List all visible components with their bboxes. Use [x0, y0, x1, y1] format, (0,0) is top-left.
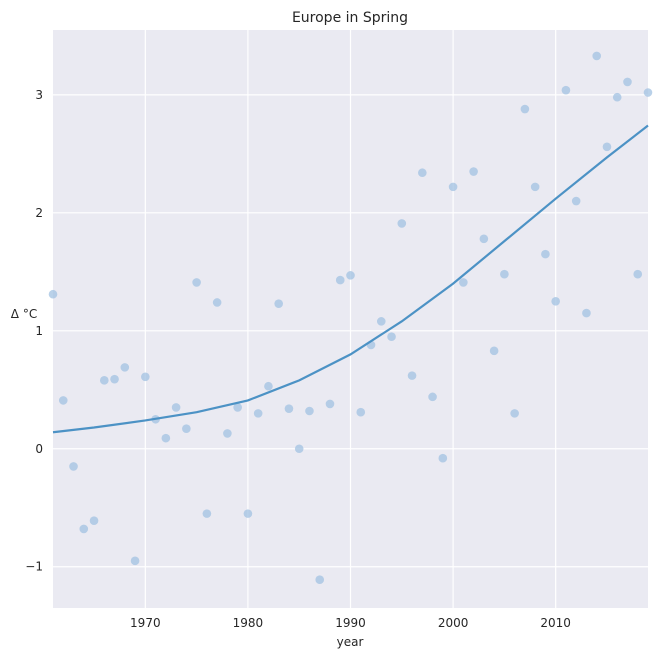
- data-point: [202, 509, 212, 518]
- data-point: [489, 346, 499, 356]
- data-point: [294, 444, 304, 454]
- data-point: [582, 308, 591, 318]
- data-point: [233, 403, 242, 412]
- data-point: [530, 182, 540, 192]
- data-point: [469, 167, 478, 176]
- data-point: [356, 407, 366, 417]
- data-point: [623, 77, 632, 87]
- data-point: [243, 509, 253, 518]
- data-point: [428, 392, 437, 402]
- data-point: [479, 234, 489, 244]
- data-point: [571, 196, 581, 206]
- data-point: [376, 317, 386, 326]
- x-tick-label: 2000: [438, 616, 469, 630]
- y-tick-label: 1: [35, 324, 43, 338]
- data-point: [161, 433, 171, 443]
- data-point: [387, 332, 396, 341]
- trend-line: [52, 124, 649, 434]
- data-point: [284, 404, 294, 413]
- data-point: [110, 374, 119, 384]
- data-point: [541, 249, 550, 259]
- data-point: [500, 269, 509, 279]
- data-point: [561, 85, 571, 95]
- data-point: [407, 371, 417, 380]
- scatter-points: [48, 51, 653, 584]
- data-point: [274, 299, 283, 308]
- data-point: [510, 409, 519, 418]
- data-point: [99, 376, 109, 385]
- data-point: [79, 524, 89, 534]
- data-point: [602, 142, 612, 152]
- data-point: [182, 424, 191, 434]
- grid: [53, 30, 648, 608]
- data-point: [438, 453, 448, 463]
- chart-title: Europe in Spring: [292, 10, 408, 26]
- data-point: [397, 219, 407, 228]
- data-point: [141, 372, 150, 382]
- data-point: [346, 271, 355, 280]
- x-tick-label: 1980: [233, 616, 264, 630]
- data-point: [171, 403, 181, 412]
- y-tick-label: 3: [35, 88, 43, 102]
- data-point: [335, 275, 345, 285]
- data-point: [633, 269, 643, 279]
- x-tick-label: 2010: [540, 616, 571, 630]
- data-point: [264, 381, 273, 391]
- x-axis-label: year: [337, 635, 364, 649]
- data-point: [448, 182, 458, 192]
- y-axis-label: Δ °C: [11, 307, 37, 321]
- data-point: [192, 278, 201, 287]
- data-point: [551, 297, 560, 306]
- y-tick-label: 2: [35, 206, 43, 220]
- x-tick-labels: 1970 1980 1990 2000 2010: [130, 616, 571, 630]
- data-point: [48, 289, 58, 299]
- data-point: [89, 516, 99, 526]
- y-tick-labels: −1 0 1 2 3: [25, 88, 43, 574]
- data-point: [520, 104, 530, 114]
- data-point: [459, 278, 468, 287]
- data-point: [253, 409, 263, 418]
- data-point: [315, 575, 325, 584]
- data-point: [305, 406, 314, 416]
- data-point: [223, 429, 232, 438]
- data-point: [120, 363, 130, 372]
- data-point: [418, 168, 427, 178]
- data-point: [212, 298, 222, 307]
- y-tick-label: −1: [25, 560, 43, 574]
- y-tick-label: 0: [35, 442, 43, 456]
- data-point: [58, 396, 68, 405]
- data-point: [643, 88, 653, 97]
- x-tick-label: 1990: [335, 616, 366, 630]
- data-point: [69, 462, 78, 471]
- data-point: [130, 556, 140, 566]
- x-tick-label: 1970: [130, 616, 161, 630]
- data-point: [612, 92, 622, 102]
- data-point: [592, 51, 602, 61]
- data-point: [325, 399, 335, 409]
